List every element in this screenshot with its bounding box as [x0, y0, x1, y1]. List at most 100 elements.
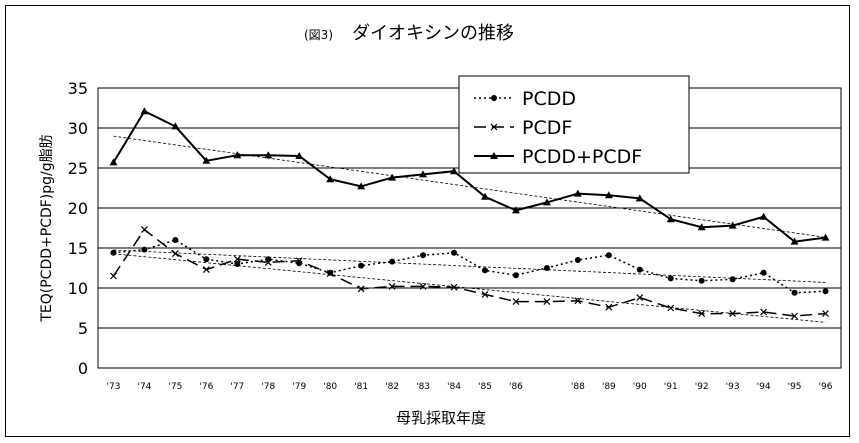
data-point	[388, 282, 396, 290]
plot-area: 0 5 10 15 20 25 30 35 '73 '74 '75 '76 '77 '78 '79 '80 '8…	[68, 79, 842, 392]
x-axis-label: 母乳採取年度	[396, 409, 486, 427]
y-tick-label: 5	[78, 319, 88, 338]
data-point	[790, 237, 799, 245]
y-tick-label: 25	[68, 159, 88, 178]
data-point	[605, 303, 613, 311]
data-point	[358, 262, 365, 269]
data-point	[481, 267, 488, 274]
series-line-1	[112, 228, 826, 317]
data-point	[450, 283, 458, 291]
data-point	[203, 256, 210, 263]
y-tick-label: 10	[68, 279, 88, 298]
data-point	[729, 276, 736, 283]
data-point	[574, 297, 582, 305]
data-point	[542, 198, 551, 206]
x-tick-label: '93	[726, 382, 740, 392]
x-tick-label: '79	[292, 382, 306, 392]
data-point	[202, 266, 210, 274]
data-point	[357, 285, 365, 293]
x-tick-label: '73	[107, 382, 121, 392]
legend-marker	[490, 123, 498, 131]
data-point	[110, 272, 117, 280]
data-point	[171, 122, 180, 130]
data-point	[698, 277, 705, 284]
chart-title: ダイオキシンの推移	[352, 23, 514, 44]
data-point	[480, 192, 489, 200]
series-line-2	[112, 109, 826, 243]
data-point	[759, 212, 768, 220]
data-point	[265, 256, 272, 263]
data-point	[791, 312, 798, 320]
data-point	[698, 310, 706, 318]
data-point	[666, 215, 675, 223]
data-point	[389, 258, 396, 265]
y-tick-label: 20	[68, 199, 88, 218]
legend-marker	[490, 152, 498, 159]
data-point	[171, 250, 179, 258]
data-point	[450, 167, 459, 175]
data-point	[543, 298, 551, 306]
data-point	[511, 206, 520, 214]
data-point	[635, 194, 644, 202]
data-point	[110, 249, 117, 256]
x-tick-label: '96	[819, 382, 833, 392]
data-point	[141, 226, 148, 234]
data-point	[419, 170, 428, 178]
data-point	[728, 221, 737, 229]
data-point	[233, 255, 241, 263]
x-tick-label: '81	[354, 382, 368, 392]
data-point	[233, 151, 242, 159]
data-point	[419, 282, 427, 290]
y-tick-label: 15	[68, 239, 88, 258]
data-point	[697, 223, 706, 231]
x-tick-label: '90	[633, 382, 647, 392]
data-point	[791, 289, 798, 296]
legend-label: PCDF	[522, 117, 572, 139]
data-point	[760, 269, 767, 276]
x-tick-label: '84	[447, 382, 461, 392]
chart-svg: (図3) ダイオキシンの推移 0 5 10 15 20 25 30 35 '73 '74 '75 '7…	[39, 23, 842, 427]
data-point	[574, 257, 581, 263]
data-point	[202, 156, 211, 164]
y-tick-label: 0	[78, 359, 88, 378]
data-point	[821, 233, 830, 241]
data-point	[264, 258, 272, 266]
trendline	[113, 253, 826, 323]
x-tick-label: '76	[199, 382, 213, 392]
data-point	[605, 252, 612, 259]
data-point	[667, 304, 675, 312]
data-point	[729, 310, 737, 318]
x-tick-label: '92	[695, 382, 709, 392]
data-point	[420, 252, 427, 259]
data-point	[760, 308, 768, 316]
data-point	[636, 294, 644, 302]
data-point	[667, 275, 674, 282]
x-tick-label: '82	[385, 382, 399, 392]
data-point	[295, 152, 304, 159]
chart-title-prefix: (図3)	[304, 28, 333, 42]
data-point	[512, 298, 520, 306]
data-point	[172, 237, 179, 243]
legend-marker	[491, 95, 497, 101]
data-point	[234, 261, 241, 267]
data-point	[264, 151, 273, 159]
data-point	[451, 249, 458, 256]
x-tick-label: '77	[230, 382, 244, 392]
data-point	[295, 257, 303, 265]
x-tick-label: '75	[168, 382, 182, 392]
data-point	[604, 191, 613, 199]
data-point	[822, 288, 829, 295]
x-tick-label: '86	[509, 382, 523, 392]
data-point	[109, 158, 118, 166]
legend-label: PCDD+PCDF	[522, 146, 642, 168]
trendline	[113, 249, 826, 283]
data-point	[388, 173, 397, 181]
x-tick-label: '94	[757, 382, 771, 392]
data-point	[822, 310, 829, 318]
data-point	[512, 272, 519, 279]
data-point	[357, 182, 366, 190]
y-axis-label: TEQ(PCDD+PCDF)pg/g脂肪	[39, 134, 55, 322]
x-tick-label: '95	[788, 382, 802, 392]
x-tick-label: '85	[478, 382, 492, 392]
data-point	[573, 189, 582, 197]
